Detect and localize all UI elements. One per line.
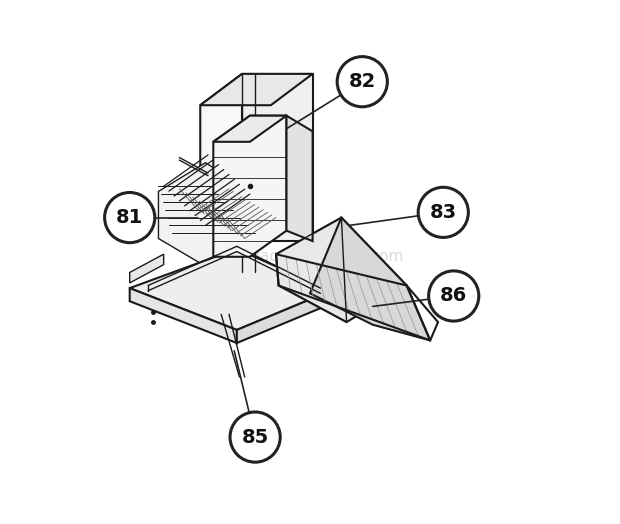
Polygon shape: [200, 74, 242, 272]
Text: 82: 82: [348, 72, 376, 91]
Circle shape: [418, 187, 468, 237]
Polygon shape: [310, 217, 430, 341]
Polygon shape: [276, 217, 407, 322]
Polygon shape: [242, 74, 312, 241]
Polygon shape: [130, 254, 164, 283]
Text: 83: 83: [430, 203, 457, 222]
Circle shape: [230, 412, 280, 462]
Polygon shape: [159, 163, 263, 272]
Polygon shape: [213, 116, 286, 142]
Text: 85: 85: [242, 428, 268, 446]
Polygon shape: [286, 116, 312, 241]
Polygon shape: [213, 116, 286, 257]
Polygon shape: [237, 291, 331, 343]
Text: 81: 81: [116, 208, 143, 227]
Polygon shape: [200, 74, 312, 105]
Text: eReplacementParts.com: eReplacementParts.com: [217, 249, 403, 264]
Polygon shape: [130, 249, 331, 330]
Circle shape: [428, 271, 479, 321]
Text: 86: 86: [440, 287, 467, 305]
Circle shape: [105, 192, 155, 243]
Polygon shape: [130, 288, 237, 343]
Circle shape: [337, 57, 388, 107]
